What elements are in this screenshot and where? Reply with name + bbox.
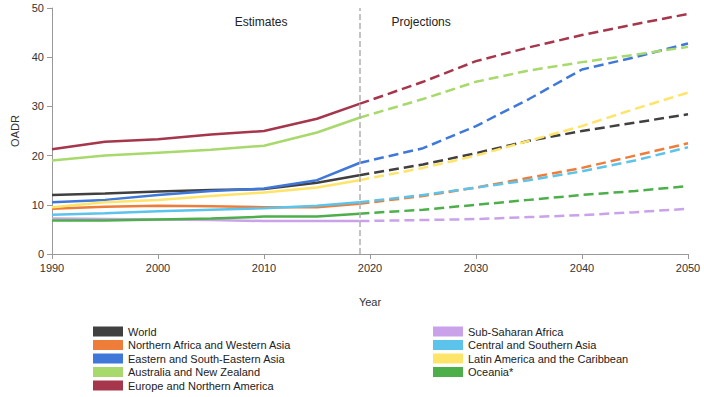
svg-text:20: 20	[32, 150, 44, 162]
svg-text:Australia and New Zealand: Australia and New Zealand	[128, 366, 260, 378]
svg-text:40: 40	[32, 51, 44, 63]
svg-text:Sub-Saharan Africa: Sub-Saharan Africa	[468, 326, 564, 338]
svg-text:1990: 1990	[40, 262, 64, 274]
svg-text:Eastern and South-Eastern Asia: Eastern and South-Eastern Asia	[128, 353, 285, 365]
svg-text:2030: 2030	[464, 262, 488, 274]
svg-text:0: 0	[38, 248, 44, 260]
svg-text:Year: Year	[359, 296, 382, 308]
svg-text:Oceania*: Oceania*	[468, 366, 514, 378]
svg-text:Latin America and the Caribbea: Latin America and the Caribbean	[468, 353, 628, 365]
svg-text:2050: 2050	[676, 262, 700, 274]
svg-text:Northern Africa and Western As: Northern Africa and Western Asia	[128, 339, 291, 351]
svg-text:2010: 2010	[252, 262, 276, 274]
svg-text:10: 10	[32, 199, 44, 211]
svg-text:Estimates: Estimates	[235, 15, 288, 29]
svg-text:2020: 2020	[358, 262, 382, 274]
svg-text:2040: 2040	[570, 262, 594, 274]
svg-text:50: 50	[32, 2, 44, 14]
svg-text:Europe and Northern America: Europe and Northern America	[128, 380, 274, 392]
svg-text:Central and Southern Asia: Central and Southern Asia	[468, 339, 597, 351]
svg-text:OADR: OADR	[9, 115, 21, 147]
svg-text:Projections: Projections	[391, 15, 450, 29]
svg-text:30: 30	[32, 100, 44, 112]
svg-text:2000: 2000	[146, 262, 170, 274]
svg-text:World: World	[128, 326, 157, 338]
